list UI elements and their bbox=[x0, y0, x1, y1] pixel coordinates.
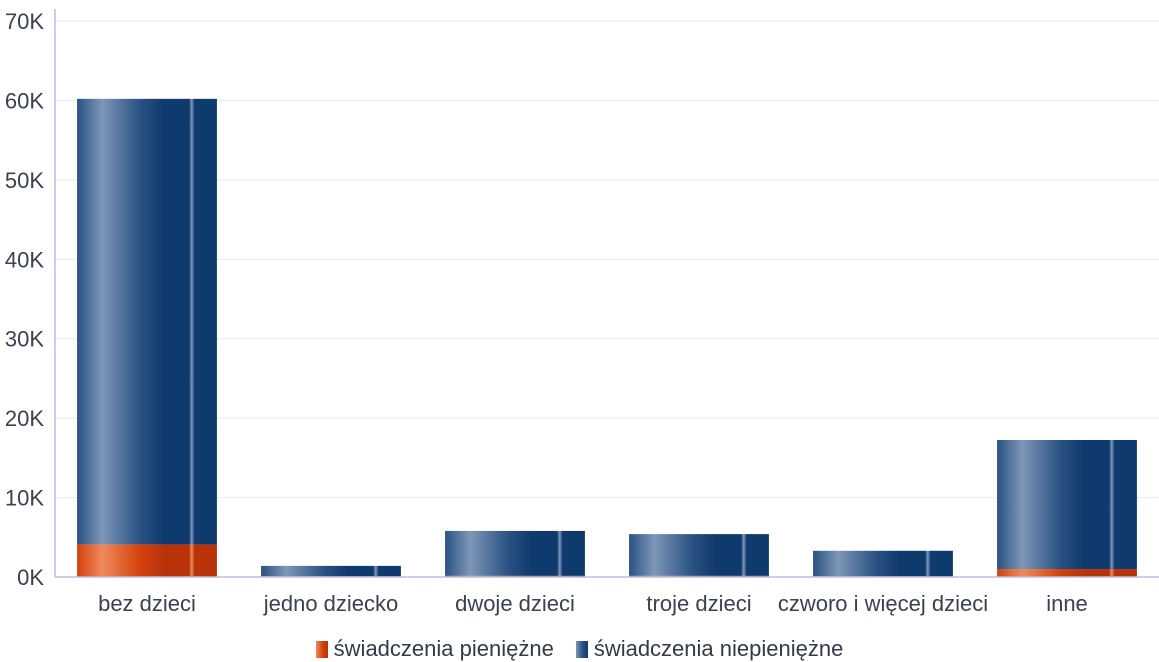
x-tick-label: jedno dziecko bbox=[263, 591, 399, 616]
bars bbox=[77, 98, 1137, 577]
x-tick-label: inne bbox=[1046, 591, 1088, 616]
y-tick-label: 0K bbox=[17, 565, 44, 590]
bar-niepieniezne[interactable] bbox=[77, 98, 217, 545]
gridlines bbox=[55, 20, 1159, 499]
x-tick-label: troje dzieci bbox=[646, 591, 751, 616]
y-tick-label: 20K bbox=[5, 406, 44, 431]
axes: 0K 10K 20K 30K 40K 50K 60K 70K bez dzieci jedno d… bbox=[5, 9, 1159, 616]
y-tick-label: 40K bbox=[5, 247, 44, 272]
y-tick-label: 70K bbox=[5, 9, 44, 34]
legend: świadczenia pieniężne świadczenia niepie… bbox=[0, 636, 1159, 662]
legend-item-niepieniezne[interactable]: świadczenia niepieniężne bbox=[575, 636, 844, 662]
bar-pieniezne[interactable] bbox=[77, 544, 217, 577]
x-tick-label: bez dzieci bbox=[98, 591, 196, 616]
legend-label-niepieniezne: świadczenia niepieniężne bbox=[593, 636, 844, 661]
legend-item-pieniezne[interactable]: świadczenia pieniężne bbox=[315, 636, 554, 662]
chart-svg: 0K 10K 20K 30K 40K 50K 60K 70K bez dzieci jedno d… bbox=[5, 9, 1159, 616]
bar-niepieniezne[interactable] bbox=[629, 534, 769, 576]
legend-swatch-niepieniezne bbox=[575, 640, 588, 658]
bar-niepieniezne[interactable] bbox=[261, 565, 401, 577]
bar-niepieniezne[interactable] bbox=[813, 550, 953, 577]
y-tick-label: 50K bbox=[5, 168, 44, 193]
bar-niepieniezne[interactable] bbox=[445, 530, 585, 576]
x-tick-label: dwoje dzieci bbox=[455, 591, 575, 616]
y-tick-label: 60K bbox=[5, 88, 44, 113]
legend-swatch-pieniezne bbox=[315, 640, 328, 658]
legend-label-pieniezne: świadczenia pieniężne bbox=[333, 636, 554, 661]
bar-niepieniezne[interactable] bbox=[997, 439, 1137, 570]
y-tick-label: 10K bbox=[5, 486, 44, 511]
y-tick-label: 30K bbox=[5, 327, 44, 352]
bar-pieniezne[interactable] bbox=[997, 569, 1137, 577]
x-tick-label: czworo i więcej dzieci bbox=[778, 591, 988, 616]
